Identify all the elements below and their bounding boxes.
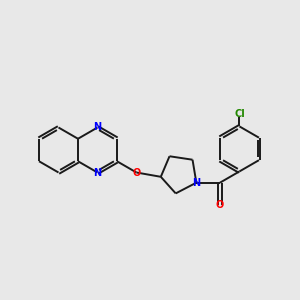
- Text: O: O: [216, 200, 224, 210]
- Text: Cl: Cl: [234, 109, 245, 119]
- Text: O: O: [132, 167, 141, 178]
- Text: N: N: [93, 122, 101, 133]
- Text: N: N: [192, 178, 200, 188]
- Text: N: N: [93, 167, 101, 178]
